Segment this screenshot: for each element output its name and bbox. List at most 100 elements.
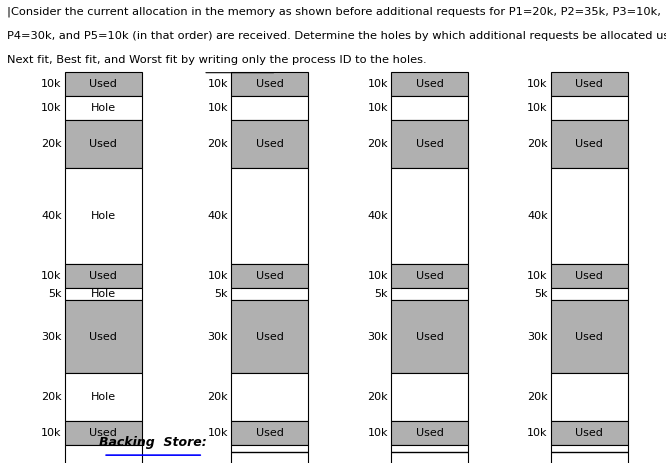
- Text: Used: Used: [256, 271, 284, 282]
- Text: Used: Used: [416, 428, 444, 438]
- Text: |Consider the current allocation in the memory as shown before additional reques: |Consider the current allocation in the …: [7, 7, 661, 18]
- Bar: [551, 445, 627, 463]
- Text: 10k: 10k: [41, 79, 61, 89]
- Bar: [232, 373, 308, 421]
- Text: P4=30k, and P5=10k (in that order) are received. Determine the holes by which ad: P4=30k, and P5=10k (in that order) are r…: [7, 31, 666, 41]
- Text: Used: Used: [256, 79, 284, 89]
- Text: 10k: 10k: [527, 79, 547, 89]
- Text: 10k: 10k: [208, 428, 228, 438]
- Text: 30k: 30k: [368, 332, 388, 342]
- Text: Used: Used: [416, 271, 444, 282]
- Bar: [232, 120, 308, 168]
- Text: 20k: 20k: [527, 139, 547, 149]
- Text: Used: Used: [575, 271, 603, 282]
- Text: 10k: 10k: [208, 271, 228, 282]
- Text: 20k: 20k: [368, 139, 388, 149]
- Text: 20k: 20k: [41, 139, 61, 149]
- Bar: [392, 373, 468, 421]
- Bar: [65, 421, 142, 445]
- Text: Used: Used: [575, 79, 603, 89]
- Text: 5k: 5k: [374, 289, 388, 300]
- Text: 30k: 30k: [208, 332, 228, 342]
- Text: Hole: Hole: [91, 289, 116, 300]
- Bar: [232, 288, 308, 300]
- Bar: [392, 264, 468, 288]
- Bar: [65, 120, 142, 168]
- Text: Used: Used: [256, 139, 284, 149]
- Text: 10k: 10k: [208, 79, 228, 89]
- Text: 40k: 40k: [527, 211, 547, 221]
- Bar: [392, 168, 468, 264]
- Text: 10k: 10k: [368, 428, 388, 438]
- Bar: [232, 445, 308, 463]
- Bar: [551, 373, 627, 421]
- Text: Used: Used: [256, 332, 284, 342]
- Text: Used: Used: [416, 332, 444, 342]
- Bar: [65, 264, 142, 288]
- Text: Used: Used: [575, 428, 603, 438]
- Text: 10k: 10k: [527, 428, 547, 438]
- Text: 30k: 30k: [527, 332, 547, 342]
- Text: 20k: 20k: [41, 392, 61, 402]
- Text: 5k: 5k: [534, 289, 547, 300]
- Bar: [65, 72, 142, 96]
- Text: 5k: 5k: [48, 289, 61, 300]
- Text: 40k: 40k: [368, 211, 388, 221]
- Text: 10k: 10k: [368, 103, 388, 113]
- Bar: [551, 421, 627, 445]
- Text: Hole: Hole: [91, 392, 116, 402]
- Bar: [232, 72, 308, 96]
- Text: Used: Used: [416, 79, 444, 89]
- Text: Hole: Hole: [91, 103, 116, 113]
- Bar: [65, 96, 142, 120]
- Text: 5k: 5k: [214, 289, 228, 300]
- Bar: [392, 96, 468, 120]
- Bar: [392, 421, 468, 445]
- Text: 10k: 10k: [208, 103, 228, 113]
- Text: 10k: 10k: [527, 271, 547, 282]
- Bar: [551, 264, 627, 288]
- Text: Used: Used: [256, 428, 284, 438]
- Bar: [551, 288, 627, 300]
- Text: Used: Used: [416, 139, 444, 149]
- Bar: [65, 445, 142, 463]
- Bar: [392, 288, 468, 300]
- Bar: [551, 168, 627, 264]
- Text: 40k: 40k: [208, 211, 228, 221]
- Text: Next fit, Best fit, and Worst fit by writing only the process ID to the holes.: Next fit, Best fit, and Worst fit by wri…: [7, 55, 426, 65]
- Bar: [232, 264, 308, 288]
- Text: 20k: 20k: [208, 139, 228, 149]
- Text: Used: Used: [575, 139, 603, 149]
- Text: Used: Used: [575, 332, 603, 342]
- Bar: [551, 120, 627, 168]
- Text: 10k: 10k: [41, 103, 61, 113]
- Text: Used: Used: [89, 428, 117, 438]
- Text: 30k: 30k: [41, 332, 61, 342]
- Bar: [551, 72, 627, 96]
- Bar: [65, 288, 142, 300]
- Text: 40k: 40k: [41, 211, 61, 221]
- Bar: [65, 373, 142, 421]
- Bar: [65, 300, 142, 373]
- Bar: [392, 445, 468, 463]
- Text: 10k: 10k: [368, 271, 388, 282]
- Text: 10k: 10k: [41, 428, 61, 438]
- Bar: [232, 168, 308, 264]
- Bar: [232, 421, 308, 445]
- Text: Used: Used: [89, 79, 117, 89]
- Bar: [392, 120, 468, 168]
- Text: Hole: Hole: [91, 211, 116, 221]
- Text: 20k: 20k: [527, 392, 547, 402]
- Bar: [551, 96, 627, 120]
- Text: 10k: 10k: [368, 79, 388, 89]
- Text: 20k: 20k: [208, 392, 228, 402]
- Text: 10k: 10k: [41, 271, 61, 282]
- Text: Used: Used: [89, 332, 117, 342]
- Bar: [392, 300, 468, 373]
- Bar: [392, 72, 468, 96]
- Text: 10k: 10k: [527, 103, 547, 113]
- Text: Backing  Store:: Backing Store:: [99, 436, 207, 449]
- Text: Used: Used: [89, 139, 117, 149]
- Text: 20k: 20k: [368, 392, 388, 402]
- Bar: [232, 96, 308, 120]
